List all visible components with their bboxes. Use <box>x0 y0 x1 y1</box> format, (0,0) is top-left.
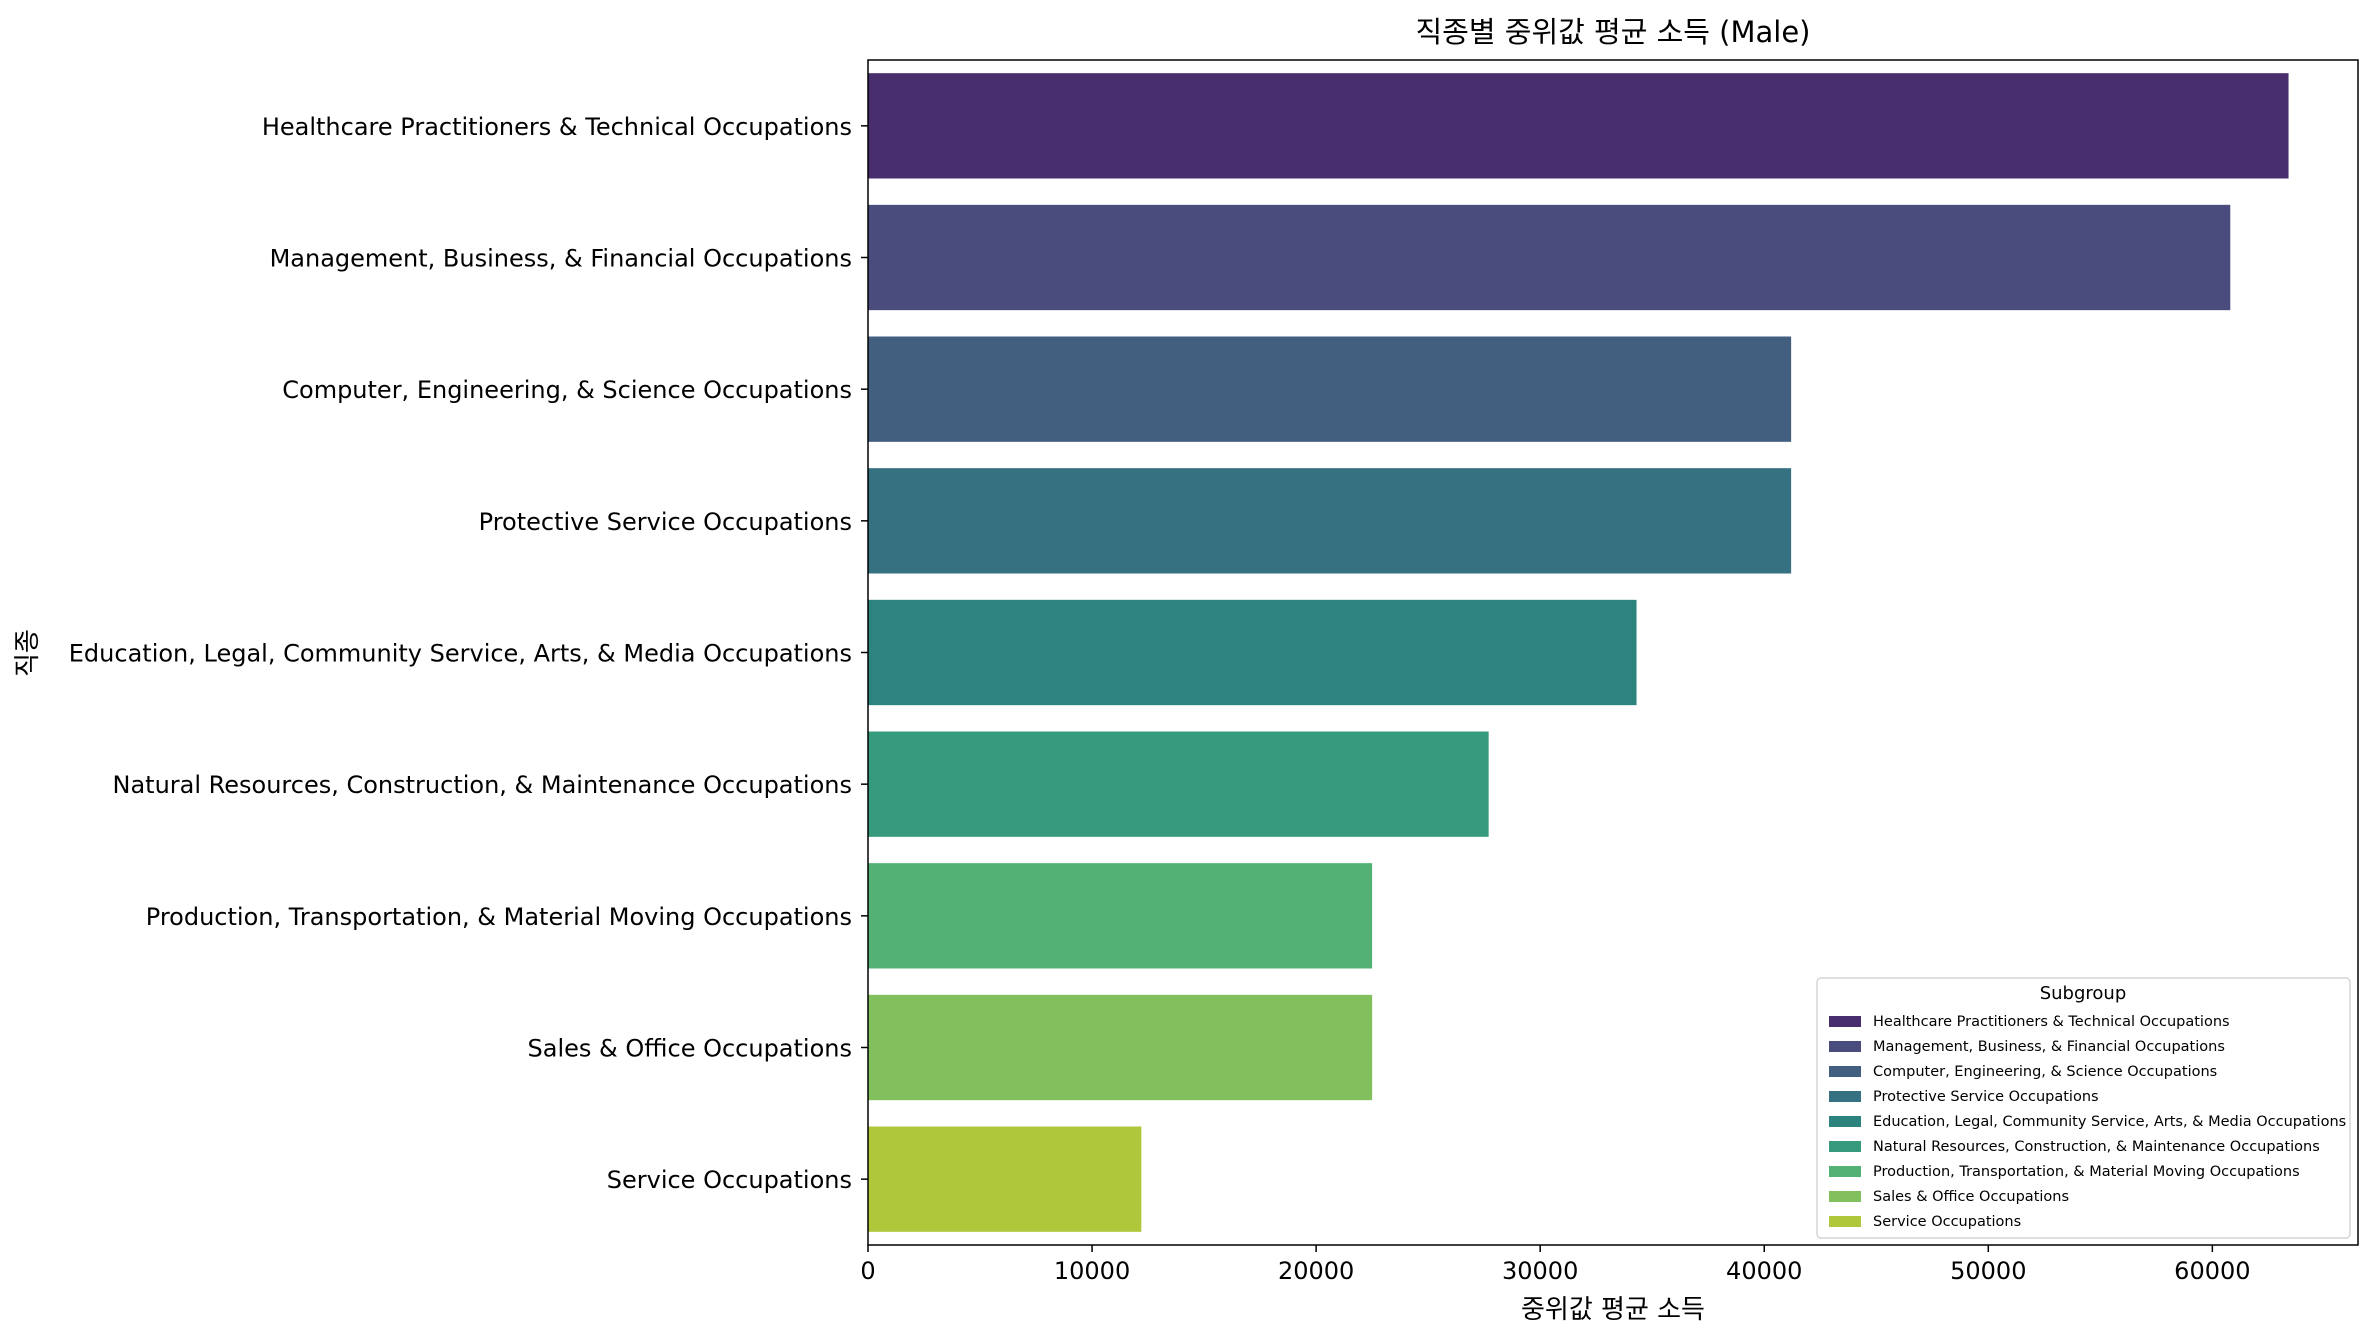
plot-frame <box>867 59 2359 1246</box>
bar-5 <box>868 731 1489 837</box>
x-tick-label: 60000 <box>2174 1257 2250 1285</box>
category-label: Management, Business, & Financial Occupa… <box>270 245 852 273</box>
legend-swatch <box>1829 1191 1861 1202</box>
legend-label: Management, Business, & Financial Occupa… <box>1873 1039 2225 1055</box>
bar-7 <box>868 994 1373 1101</box>
x-tick-label: 50000 <box>1950 1257 2026 1285</box>
legend-swatch <box>1829 1166 1861 1177</box>
bar-3 <box>868 468 1792 574</box>
legend-label: Protective Service Occupations <box>1873 1089 2099 1105</box>
category-label: Service Occupations <box>607 1166 852 1194</box>
legend: Subgroup Healthcare Practitioners & Tech… <box>1816 977 2351 1239</box>
legend-title: Subgroup <box>2040 983 2127 1004</box>
category-label: Healthcare Practitioners & Technical Occ… <box>262 113 852 141</box>
legend-swatch <box>1829 1091 1861 1102</box>
bar-2 <box>868 336 1792 442</box>
legend-swatch <box>1829 1141 1861 1152</box>
category-label: Natural Resources, Construction, & Maint… <box>113 771 853 799</box>
x-axis-label: 중위값 평균 소득 <box>1521 1295 1705 1325</box>
legend-label: Natural Resources, Construction, & Maint… <box>1873 1139 2320 1155</box>
legend-items: Healthcare Practitioners & Technical Occ… <box>1829 1014 2346 1230</box>
legend-swatch <box>1829 1016 1861 1027</box>
chart-title: 직종별 중위값 평균 소득 (Male) <box>1416 15 1811 49</box>
category-label: Production, Transportation, & Material M… <box>146 903 852 931</box>
legend-label: Production, Transportation, & Material M… <box>1873 1164 2300 1180</box>
legend-label: Sales & Office Occupations <box>1873 1189 2069 1205</box>
bar-0 <box>868 73 2289 179</box>
category-label: Education, Legal, Community Service, Art… <box>69 640 852 668</box>
legend-label: Healthcare Practitioners & Technical Occ… <box>1873 1014 2230 1030</box>
bar-1 <box>868 204 2231 311</box>
y-axis-label: 직종 <box>13 629 43 677</box>
legend-swatch <box>1829 1066 1861 1077</box>
category-label: Computer, Engineering, & Science Occupat… <box>282 376 852 404</box>
bar-4 <box>868 599 1637 706</box>
legend-swatch <box>1829 1116 1861 1127</box>
x-tick-label: 40000 <box>1726 1257 1802 1285</box>
bar-8 <box>868 1126 1142 1232</box>
bar-6 <box>868 863 1373 969</box>
x-tick-label: 20000 <box>1278 1257 1354 1285</box>
bars-group <box>868 73 2289 1232</box>
legend-swatch <box>1829 1216 1861 1227</box>
x-tick-label: 10000 <box>1054 1257 1130 1285</box>
legend-box <box>1816 977 2351 1239</box>
legend-label: Computer, Engineering, & Science Occupat… <box>1873 1064 2217 1080</box>
x-tick-label: 0 <box>860 1257 875 1285</box>
category-label: Protective Service Occupations <box>479 508 852 536</box>
category-label: Sales & Office Occupations <box>528 1035 852 1063</box>
legend-label: Education, Legal, Community Service, Art… <box>1873 1114 2346 1130</box>
category-labels: Healthcare Practitioners & Technical Occ… <box>69 113 868 1194</box>
legend-swatch <box>1829 1041 1861 1052</box>
x-axis-ticks: 0 10000 20000 30000 40000 50000 60000 <box>860 1245 2251 1285</box>
legend-label: Service Occupations <box>1873 1214 2021 1230</box>
x-tick-label: 30000 <box>1502 1257 1578 1285</box>
